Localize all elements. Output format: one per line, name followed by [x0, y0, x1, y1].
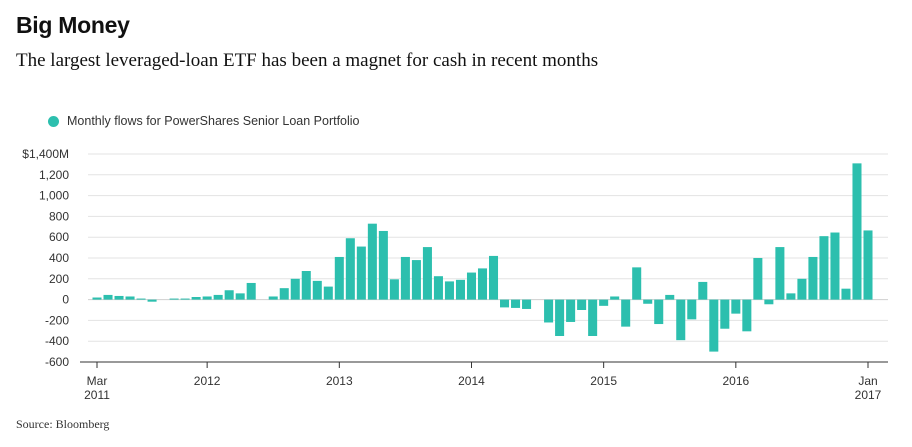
- bar: [367, 223, 377, 300]
- x-tick-label: Mar: [87, 374, 108, 388]
- bar: [863, 230, 873, 300]
- bar: [400, 256, 410, 300]
- legend: Monthly flows for PowerShares Senior Loa…: [48, 114, 360, 128]
- y-tick-label: 200: [49, 272, 69, 286]
- bar: [500, 299, 510, 308]
- bar: [742, 299, 752, 332]
- bar: [103, 294, 113, 300]
- y-tick-label: -400: [45, 334, 69, 348]
- bar: [444, 281, 454, 300]
- y-tick-label: 600: [49, 230, 69, 244]
- chart-title: Big Money: [16, 12, 130, 38]
- bar: [665, 294, 675, 300]
- y-tick-label: 0: [62, 293, 69, 307]
- bar: [511, 299, 521, 308]
- bar: [422, 247, 432, 300]
- bar: [797, 278, 807, 300]
- bar: [753, 258, 763, 300]
- bar: [676, 299, 686, 341]
- bar: [378, 230, 388, 300]
- x-tick-label: 2012: [194, 374, 221, 388]
- bar: [720, 299, 730, 329]
- bar: [466, 272, 477, 300]
- bar: [180, 298, 190, 300]
- bar: [764, 299, 774, 305]
- bar: [852, 163, 862, 300]
- y-tick-label: $1,400M: [22, 147, 69, 161]
- bar: [610, 296, 620, 300]
- bar: [136, 298, 146, 300]
- bar: [389, 279, 399, 300]
- bar: [433, 276, 443, 300]
- x-tick-label: 2017: [855, 388, 882, 402]
- bar: [599, 299, 609, 306]
- y-tick-label: 1,000: [39, 189, 69, 203]
- bar: [334, 256, 344, 300]
- bar: [698, 281, 708, 300]
- y-axis-labels: $1,400M 1,200 1,000 800 600 400 200 0 -200 -400 -6…: [22, 147, 69, 369]
- bar: [654, 299, 664, 325]
- bar: [577, 299, 587, 310]
- bar: [841, 288, 851, 300]
- bar: [246, 282, 256, 300]
- bar: [687, 299, 697, 320]
- bar: [621, 299, 631, 327]
- source-note: Source: Bloomberg: [16, 417, 110, 431]
- x-tick-label: 2015: [590, 374, 617, 388]
- chart-subtitle: The largest leveraged-loan ETF has been …: [16, 50, 599, 71]
- bar: [323, 286, 333, 300]
- bar: [356, 246, 366, 300]
- x-tick-label: 2014: [458, 374, 485, 388]
- bar: [632, 267, 642, 300]
- y-tick-label: -200: [45, 313, 69, 327]
- bar: [731, 299, 741, 314]
- bar: [830, 232, 840, 300]
- bar: [224, 290, 234, 300]
- x-tick-label: 2013: [326, 374, 353, 388]
- bar: [147, 299, 157, 302]
- bar: [477, 268, 488, 300]
- x-tick-label: 2016: [722, 374, 749, 388]
- bar: [411, 260, 421, 300]
- bar: [125, 296, 135, 300]
- bar: [279, 288, 289, 300]
- bar: [235, 293, 245, 300]
- legend-label: Monthly flows for PowerShares Senior Loa…: [67, 114, 360, 128]
- bar: [588, 299, 598, 336]
- bar: [555, 299, 565, 336]
- bar: [202, 296, 212, 300]
- bar: [268, 296, 278, 300]
- bar: [312, 280, 322, 300]
- y-tick-label: 800: [49, 209, 69, 223]
- bar: [301, 271, 311, 300]
- bars: [92, 163, 873, 352]
- bar: [775, 247, 785, 300]
- bar: [808, 256, 818, 300]
- x-tick-label: 2011: [84, 388, 110, 402]
- x-tick-label: Jan: [858, 374, 877, 388]
- bar: [544, 299, 554, 323]
- bar: [169, 298, 179, 300]
- gridlines: [88, 153, 888, 363]
- y-tick-label: 1,200: [39, 168, 69, 182]
- bar: [566, 299, 576, 322]
- bar: [643, 299, 653, 304]
- bar: [345, 238, 355, 300]
- bar: [709, 299, 719, 352]
- bar: [819, 236, 829, 300]
- legend-swatch-icon: [48, 115, 59, 127]
- y-tick-label: 400: [49, 251, 69, 265]
- bar: [290, 278, 300, 300]
- bar: [786, 293, 796, 300]
- bar: [213, 294, 223, 300]
- bar: [488, 255, 499, 300]
- y-tick-label: -600: [45, 355, 69, 369]
- bar: [92, 297, 102, 300]
- bar: [191, 297, 201, 300]
- bar: [455, 279, 465, 300]
- bar: [114, 295, 124, 300]
- bar: [522, 299, 532, 309]
